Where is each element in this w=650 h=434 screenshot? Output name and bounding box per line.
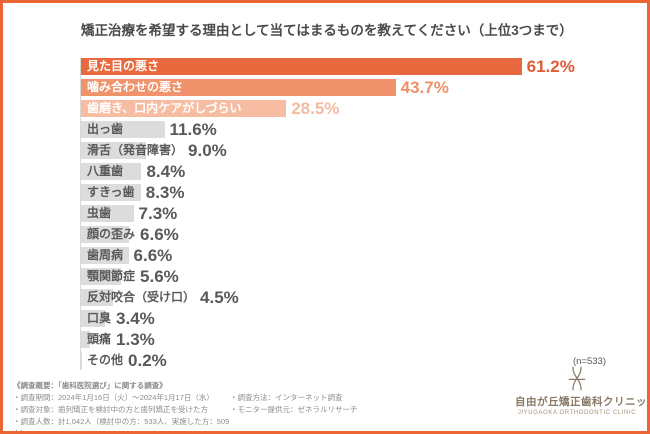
bar-fill <box>81 79 396 96</box>
bar-value-label: 1.3% <box>116 330 155 349</box>
bar-value-label: 4.5% <box>200 288 239 307</box>
bar-fill <box>81 58 522 75</box>
clinic-logo-name: 自由が丘矯正歯科クリニック <box>515 396 650 408</box>
bar-fill <box>81 163 142 180</box>
bar-chart: 見た目の悪さ 61.2% 噛み合わせの悪さ 43.7% 歯磨き、口内ケアがしづらい 28.… <box>80 58 647 373</box>
bar-category-label: 滑舌（発音障害） <box>87 143 184 157</box>
bar-fill <box>81 226 129 243</box>
bar-category-label: 歯磨き、口内ケアがしづらい <box>87 101 242 115</box>
clinic-logo: 自由が丘矯正歯科クリニック JIYUGAOKA ORTHODONTIC CLIN… <box>515 365 650 416</box>
bar-row: 滑舌（発音障害） 9.0% <box>81 142 647 159</box>
bar-fill <box>81 142 146 159</box>
bar-category-label: 噛み合わせの悪さ <box>87 80 184 94</box>
clinic-logo-subtitle: JIYUGAOKA ORTHODONTIC CLINIC <box>517 410 637 416</box>
bar-fill <box>81 247 129 264</box>
bar-row: 反対咬合（受け口） 4.5% <box>81 289 647 306</box>
bar-category-label: 虫歯 <box>87 206 112 220</box>
survey-count: ・調査人数：計1,042人（検討中の方：533人、実施した方：509人） <box>13 417 230 434</box>
bar-value-label: 5.6% <box>140 267 179 286</box>
bar-value-label: 3.4% <box>116 309 155 328</box>
bar-category-label: 歯周病 <box>87 248 124 262</box>
bar-row: 出っ歯 11.6% <box>81 121 647 138</box>
chart-title: 矯正治療を希望する理由として当てはまるものを教えてください（上位3つまで） <box>81 23 573 38</box>
bar-category-label: 頭痛 <box>87 332 112 346</box>
bar-row: 口臭 3.4% <box>81 310 647 327</box>
bar-fill <box>81 121 165 138</box>
survey-overview-heading: 《調査概要：「歯科医院選び」に関する調査》 <box>13 381 167 390</box>
bar-fill <box>81 268 122 285</box>
bar-category-label: 口臭 <box>87 311 112 325</box>
bar-value-label: 6.6% <box>133 246 173 265</box>
bar-category-label: 顔の歪み <box>87 227 136 241</box>
bar-category-label: 出っ歯 <box>87 122 124 136</box>
bar-fill <box>81 100 287 117</box>
survey-period: ・調査期間：2024年1月16日（火）〜2024年1月17日（水） <box>13 393 214 402</box>
bar-fill <box>81 205 134 222</box>
bar-value-label: 11.6% <box>169 120 217 139</box>
survey-target: ・調査対象：歯列矯正を検討中の方と歯列矯正を受けた方 <box>13 405 208 414</box>
bar-category-label: その他 <box>87 353 124 367</box>
bar-value-label: 6.6% <box>140 225 179 244</box>
survey-footer-left-column: ・調査期間：2024年1月16日（火）〜2024年1月17日（水） ・調査対象：… <box>13 392 230 434</box>
bar-category-label: 顎関節症 <box>87 269 136 283</box>
bar-category-label: すきっ歯 <box>87 185 135 199</box>
bar-value-label: 9.0% <box>188 141 227 160</box>
bar-row: 見た目の悪さ 61.2% <box>81 58 647 75</box>
bar-row: 噛み合わせの悪さ 43.7% <box>81 79 647 96</box>
bar-row: その他 0.2% <box>81 352 647 369</box>
bar-row: 歯周病 6.6% <box>81 247 647 264</box>
survey-footer: 《調査概要：「歯科医院選び」に関する調査》 ・調査期間：2024年1月16日（火… <box>13 380 433 434</box>
bar-value-label: 8.4% <box>146 162 186 181</box>
bar-value-label: 28.5% <box>291 99 340 118</box>
bar-fill <box>81 310 106 327</box>
bar-row: 歯磨き、口内ケアがしづらい 28.5% <box>81 100 647 117</box>
survey-monitor: ・モニター提供元：ゼネラルリサーチ <box>230 405 358 414</box>
bar-value-label: 61.2% <box>526 57 575 76</box>
clinic-logo-icon <box>568 366 586 391</box>
bar-fill <box>81 289 114 306</box>
bar-value-label: 43.7% <box>400 78 449 97</box>
bar-category-label: 八重歯 <box>87 164 124 178</box>
bar-fill <box>81 331 91 348</box>
bar-row: 虫歯 7.3% <box>81 205 647 222</box>
survey-method: ・調査方法：インターネット調査 <box>230 393 343 402</box>
bar-fill <box>81 184 141 201</box>
bar-row: 顎関節症 5.6% <box>81 268 647 285</box>
bar-value-label: 7.3% <box>138 204 178 223</box>
bar-row: 顔の歪み 6.6% <box>81 226 647 243</box>
bar-category-label: 反対咬合（受け口） <box>87 290 196 304</box>
bar-row: 頭痛 1.3% <box>81 331 647 348</box>
bar-value-label: 0.2% <box>128 351 167 370</box>
bar-value-label: 8.3% <box>145 183 185 202</box>
sample-size-note: (n=533) <box>573 356 607 367</box>
bar-fill <box>81 352 83 369</box>
bar-category-label: 見た目の悪さ <box>87 59 160 73</box>
survey-footer-right-column: ・調査方法：インターネット調査 ・モニター提供元：ゼネラルリサーチ <box>230 392 390 431</box>
bar-row: すきっ歯 8.3% <box>81 184 647 201</box>
bar-row: 八重歯 8.4% <box>81 163 647 180</box>
